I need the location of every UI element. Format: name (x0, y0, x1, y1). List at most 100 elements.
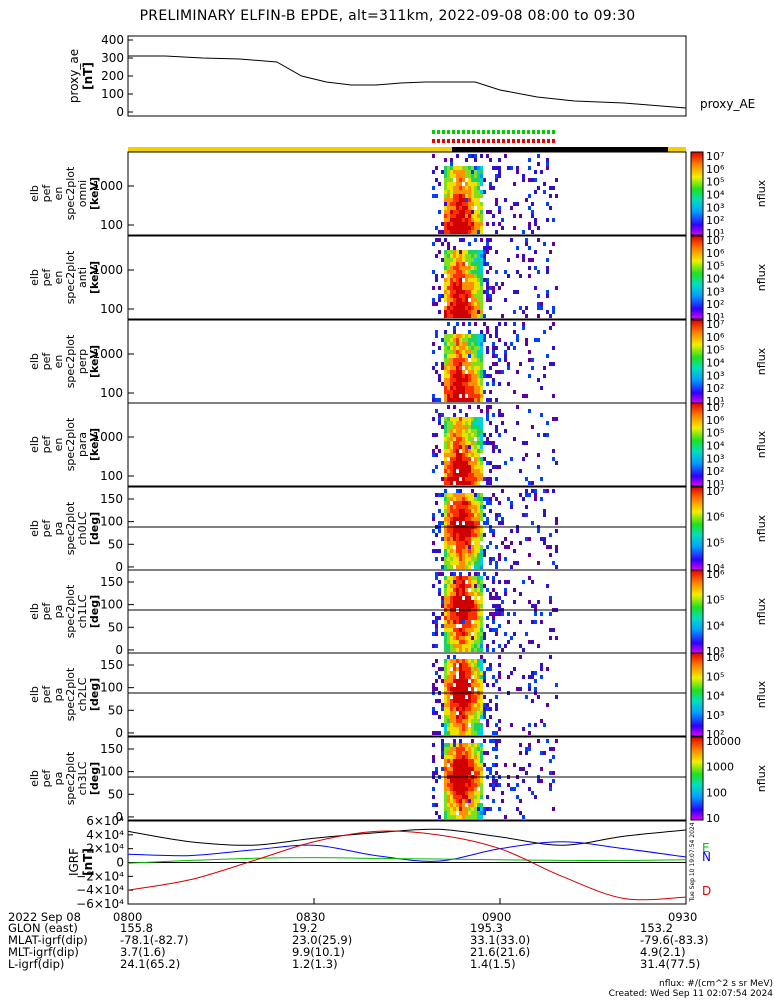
spec-cell (447, 604, 450, 608)
spec-cell (438, 572, 441, 576)
spec-cell (468, 469, 471, 473)
spec-cell (495, 497, 498, 501)
spec-cell (465, 382, 468, 386)
spec-cell (456, 254, 459, 258)
spec-cell (489, 477, 492, 481)
spec-cell (450, 699, 453, 703)
spec-cell (480, 588, 483, 592)
spec-cell (537, 453, 540, 457)
spec-cell (474, 310, 477, 314)
spec-cell (528, 350, 531, 354)
spec-cell (462, 667, 465, 671)
igrf-legend-d: D (702, 884, 711, 898)
spec-cell (528, 747, 531, 751)
spec-cell (459, 382, 462, 386)
spec-cell (468, 433, 471, 437)
spec-cell (435, 679, 438, 683)
spec-cell (477, 584, 480, 588)
spec-cell (468, 576, 471, 580)
spec-cell (465, 596, 468, 600)
spec-cell (456, 584, 459, 588)
spec-cell (477, 370, 480, 374)
spec-cell (507, 783, 510, 787)
spec-cell (456, 783, 459, 787)
spec-cell (450, 334, 453, 338)
spec-cell (447, 338, 450, 342)
spec-cell (483, 636, 486, 640)
spec-cell (447, 398, 450, 402)
spec-cell (456, 417, 459, 421)
spec-cell (477, 338, 480, 342)
spec-cell (447, 437, 450, 441)
spec-cell (471, 477, 474, 481)
spec-cell (450, 206, 453, 210)
spec-cell (462, 441, 465, 445)
spec-cell (453, 314, 456, 318)
spec-cell (525, 441, 528, 445)
spec-cell (447, 703, 450, 707)
spec-cell (468, 374, 471, 378)
spec-cell (465, 314, 468, 318)
spec-ylabel-line: pef (40, 519, 53, 538)
spec-cell (474, 747, 477, 751)
spec-cell (468, 421, 471, 425)
spec-cell (495, 565, 498, 569)
spec-cell (480, 166, 483, 170)
spec-cell (471, 799, 474, 803)
spec-cell (477, 421, 480, 425)
spec-cell (435, 779, 438, 783)
spec-cell (468, 771, 471, 775)
spec-cell (441, 707, 444, 711)
spec-cell (480, 683, 483, 687)
spec-cell (444, 517, 447, 521)
spec-cell (450, 537, 453, 541)
spec-ylabel-line: pa (52, 522, 65, 536)
spec-cell (453, 330, 456, 334)
spec-cell (474, 779, 477, 783)
spec-cell (462, 787, 465, 791)
spec-cell (468, 791, 471, 795)
igrf-ytick-label: 2×10⁴ (86, 842, 124, 856)
spec-cell (447, 580, 450, 584)
spec-cell (513, 330, 516, 334)
spec-cell (483, 290, 486, 294)
spec-cell (468, 751, 471, 755)
spec-cell (459, 600, 462, 604)
spec-cell (465, 226, 468, 230)
spec-cell (477, 481, 480, 485)
spec-cell (486, 588, 489, 592)
spec-cell (453, 441, 456, 445)
footer-value: -79.6(-83.3) (640, 933, 709, 947)
spec-cell (516, 370, 519, 374)
spec-cell (462, 338, 465, 342)
descending-marker (432, 139, 435, 143)
spec-cell (507, 612, 510, 616)
spec-cell (459, 663, 462, 667)
spec-cell (444, 632, 447, 636)
spec-cell (459, 675, 462, 679)
spec-cell (456, 620, 459, 624)
footer-value: 4.9(2.1) (640, 945, 686, 959)
spec-cell (444, 390, 447, 394)
spec-cell (450, 186, 453, 190)
spec-cell (489, 561, 492, 565)
spec-cell (444, 429, 447, 433)
spec-cell (438, 509, 441, 513)
spec-cell (459, 636, 462, 640)
spec-cell (432, 417, 435, 421)
spec-cell (474, 190, 477, 194)
spec-cell (480, 386, 483, 390)
spec-cell (447, 501, 450, 505)
spec-cell (432, 711, 435, 715)
spec-cell (483, 632, 486, 636)
spec-cell (498, 612, 501, 616)
spec-cell (450, 632, 453, 636)
spec-cell (447, 505, 450, 509)
spec-cell (480, 433, 483, 437)
spec-cell (531, 640, 534, 644)
spec-cell (447, 322, 450, 326)
spec-cell (537, 378, 540, 382)
spec-cell (474, 695, 477, 699)
spec-cell (528, 600, 531, 604)
spec-cell (465, 648, 468, 652)
